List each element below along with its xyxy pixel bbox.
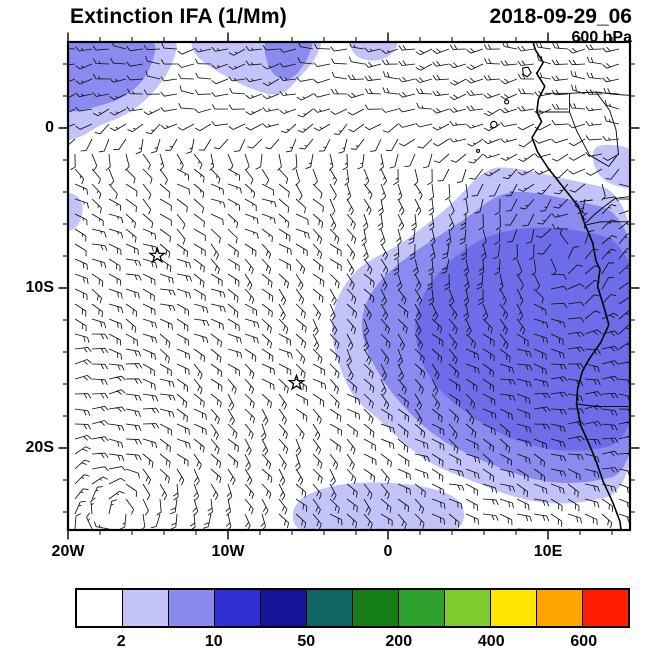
country-border (585, 196, 630, 224)
shaded-region-mid (264, 42, 313, 80)
country-border (569, 91, 630, 96)
x-tick-label: 20W (51, 543, 85, 560)
colorbar-cell (168, 590, 214, 626)
colorbar-tick-label: 400 (477, 633, 505, 650)
site-marker-star (148, 246, 167, 264)
colorbar-tick-label: 50 (297, 633, 316, 650)
page-title: Extinction IFA (1/Mm) (70, 5, 287, 28)
island (504, 99, 510, 105)
shaded-region-light (592, 144, 630, 188)
colorbar-tick-label: 600 (570, 633, 598, 650)
island (476, 148, 481, 153)
country-border (576, 403, 630, 407)
country-border (586, 221, 630, 226)
colorbar-tick-label: 10 (204, 633, 223, 650)
map-frame (66, 40, 632, 532)
colorbar-cell (260, 590, 306, 626)
minor-ticks (63, 37, 635, 535)
y-tick-label: 0 (45, 119, 54, 136)
colorbar-tick-label: 200 (385, 633, 413, 650)
shaded-region-dark (415, 227, 630, 451)
colorbar-cell (214, 590, 260, 626)
shaded-region-light (68, 192, 83, 232)
colorbar-cell (77, 590, 122, 626)
major-ticks (58, 32, 640, 540)
colorbar-cell (444, 590, 490, 626)
colorbar-cell (352, 590, 398, 626)
valid-time-label: 2018-09-29_06 (489, 5, 632, 28)
x-tick-label: 10E (533, 543, 563, 560)
colorbar-cell (490, 590, 536, 626)
colorbar-cell (398, 590, 444, 626)
country-border (579, 199, 593, 203)
colorbar-cell (122, 590, 168, 626)
y-tick-label: 20S (25, 439, 54, 456)
country-border (569, 91, 619, 167)
site-marker-star (287, 373, 306, 391)
y-tick-label: 10S (25, 279, 54, 296)
colorbar-cell (306, 590, 352, 626)
shaded-region-light (349, 42, 398, 61)
colorbar-tick-label: 2 (116, 633, 126, 650)
colorbar-cell (582, 590, 628, 626)
island (522, 66, 532, 78)
x-tick-label: 10W (211, 543, 245, 560)
colorbar-cell (536, 590, 582, 626)
colorbar (75, 588, 630, 628)
x-tick-label: 0 (383, 543, 393, 560)
